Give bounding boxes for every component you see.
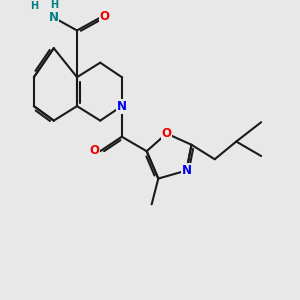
Text: H: H <box>50 0 58 10</box>
Text: N: N <box>117 100 127 112</box>
Text: N: N <box>49 11 59 24</box>
Text: H: H <box>30 1 38 11</box>
Text: N: N <box>182 164 191 177</box>
Text: O: O <box>89 144 99 157</box>
Text: O: O <box>99 11 109 23</box>
Text: O: O <box>162 127 172 140</box>
